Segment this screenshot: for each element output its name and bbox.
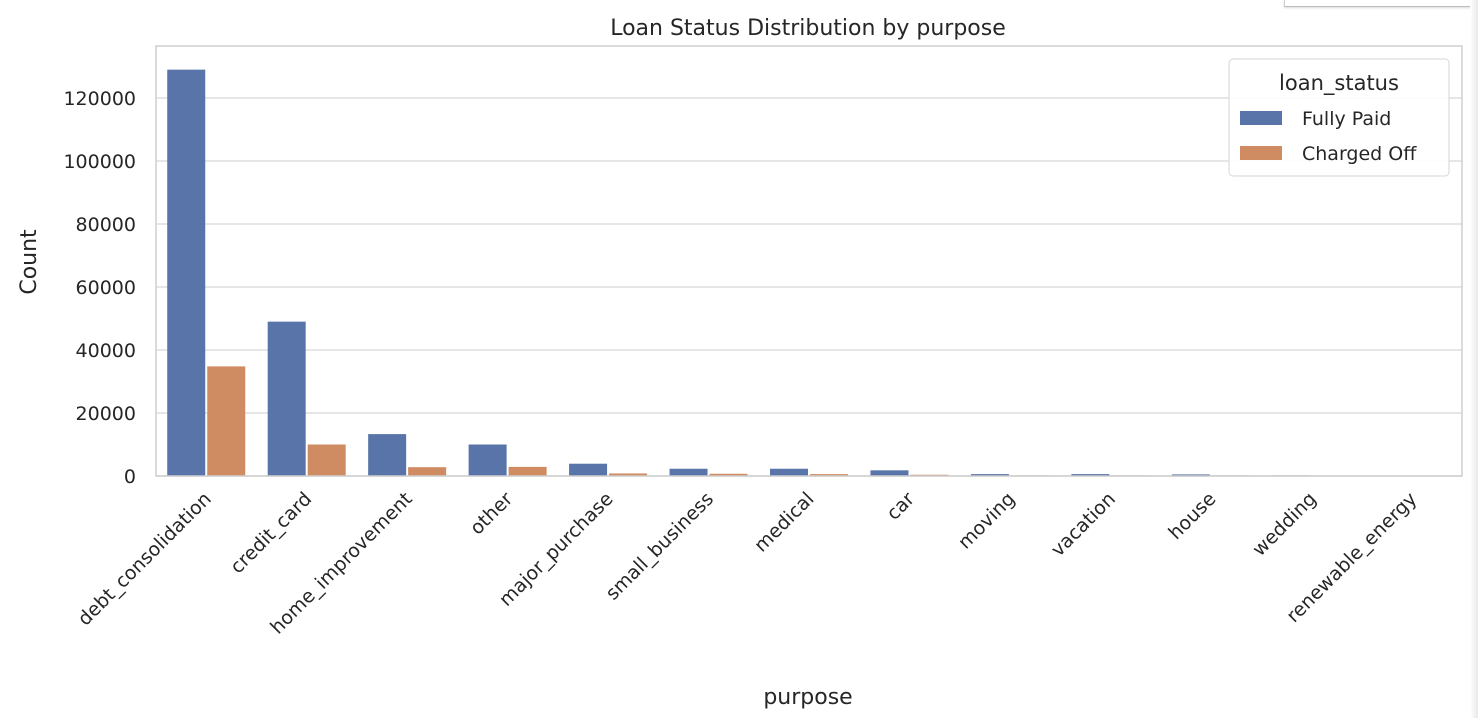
x-tick-label: house [1164,488,1220,544]
bar-charged-off-credit-card [307,444,346,476]
bar-fully-paid-car [870,470,909,476]
x-tick-label: vacation [1047,488,1120,561]
x-tick-label: moving [954,488,1020,554]
x-axis-label: purpose [763,685,852,710]
y-tick-labels: 0 20000 40000 60000 80000 100000 120000 [63,88,136,488]
bar-charged-off-small-business [709,473,748,476]
bar-fully-paid-home-improvement [368,434,407,476]
legend-label-charged-off: Charged Off [1302,143,1417,165]
legend-swatch-charged-off [1240,146,1282,160]
y-tick-label: 60000 [76,277,136,299]
legend-swatch-fully-paid [1240,111,1282,125]
y-tick-label: 0 [124,466,136,488]
legend-title: loan_status [1279,71,1399,96]
x-tick-label: small_business [601,488,718,605]
bar-fully-paid-debt-consolidation [167,69,206,477]
bar-charged-off-major-purchase [609,473,648,476]
y-tick-label: 120000 [63,88,136,110]
x-tick-label: wedding [1248,488,1321,561]
bar-charged-off-debt-consolidation [207,366,246,476]
plot-frame [155,45,1463,477]
bar-fully-paid-other [468,444,507,476]
y-axis-label: Count [17,229,42,295]
y-tick-label: 40000 [76,340,136,362]
x-tick-label: other [466,488,517,539]
y-tick-label: 100000 [63,151,136,173]
x-tick-label: medical [750,488,819,557]
bar-charged-off-other [508,466,547,476]
legend-label-fully-paid: Fully Paid [1302,108,1391,130]
y-tick-label: 20000 [76,403,136,425]
x-tick-label: debt_consolidation [74,488,216,630]
window-corner-edge [1284,0,1478,7]
y-tick-label: 80000 [76,214,136,236]
x-tick-label: car [882,488,919,525]
bar-fully-paid-moving [970,474,1009,476]
bar-charged-off-medical [810,474,848,476]
bar-fully-paid-vacation [1071,474,1110,476]
bar-fully-paid-medical [770,468,808,476]
bars [167,69,1451,477]
bar-fully-paid-major-purchase [569,463,608,476]
x-tick-labels: debt_consolidation credit_cardhome_improv… [74,488,1422,639]
legend: loan_status Fully Paid Charged Off [1228,58,1450,177]
bar-fully-paid-small-business [669,468,708,476]
bar-fully-paid-house [1171,474,1210,476]
legend-box [1228,58,1450,177]
bar-fully-paid-credit-card [267,321,306,476]
bar-charged-off-home-improvement [408,467,447,476]
x-tick-label: credit_card [226,488,316,578]
chart-title: Loan Status Distribution by purpose [610,16,1006,41]
window-right-edge [1470,0,1478,718]
